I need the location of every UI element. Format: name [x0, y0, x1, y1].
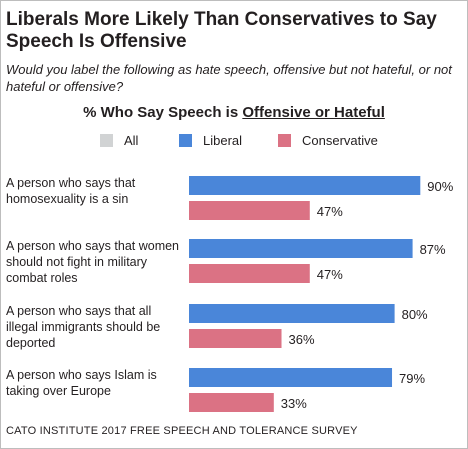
- legend-swatch-all: [100, 133, 113, 147]
- legend-swatch-conservative: [278, 133, 291, 147]
- category-label: A person who says that women: [6, 239, 179, 253]
- legend-label-all: All: [124, 132, 139, 148]
- bar-conservative: [189, 329, 282, 348]
- legend-label-conservative: Conservative: [302, 132, 378, 148]
- bar-conservative: [189, 201, 310, 220]
- category-label: A person who says that all: [6, 304, 151, 318]
- value-label-liberal: 80%: [402, 307, 428, 322]
- category-label: homosexuality is a sin: [6, 192, 128, 206]
- bar-liberal: [189, 176, 421, 195]
- chart-title: Liberals More Likely Than Conservatives …: [6, 9, 437, 52]
- legend-swatch-liberal: [179, 133, 192, 147]
- source-note: CATO INSTITUTE 2017 FREE SPEECH AND TOLE…: [6, 425, 358, 437]
- bar-conservative: [189, 264, 310, 283]
- bar-liberal: [189, 304, 395, 323]
- legend: All Liberal Conservative: [0, 131, 468, 149]
- bar-liberal: [189, 368, 393, 387]
- legend-item-liberal: Liberal: [179, 131, 242, 149]
- bar-liberal: [189, 239, 413, 258]
- value-label-conservative: 47%: [317, 267, 343, 282]
- value-label-conservative: 33%: [281, 396, 307, 411]
- legend-label-liberal: Liberal: [203, 132, 243, 148]
- value-label-conservative: 36%: [289, 332, 315, 347]
- chart-heading-prefix: % Who Say Speech is: [83, 104, 243, 121]
- value-label-liberal: 90%: [427, 179, 453, 194]
- category-label: illegal immigrants should be: [6, 320, 160, 334]
- category-label: taking over Europe: [6, 384, 111, 398]
- chart-subtitle: Would you label the following as hate sp…: [6, 62, 452, 94]
- category-label: should not fight in military: [6, 255, 148, 269]
- chart-heading: % Who Say Speech is Offensive or Hateful: [0, 104, 468, 121]
- chart-heading-underlined: Offensive or Hateful: [242, 104, 385, 121]
- category-label: combat roles: [6, 271, 78, 285]
- category-label: A person who says Islam is: [6, 368, 157, 382]
- legend-item-all: All: [100, 131, 138, 149]
- category-label: A person who says that: [6, 176, 136, 190]
- value-label-liberal: 87%: [420, 242, 446, 257]
- value-label-liberal: 79%: [399, 371, 425, 386]
- legend-item-conservative: Conservative: [278, 131, 378, 149]
- value-label-conservative: 47%: [317, 204, 343, 219]
- category-label: deported: [6, 336, 55, 350]
- bar-conservative: [189, 393, 274, 412]
